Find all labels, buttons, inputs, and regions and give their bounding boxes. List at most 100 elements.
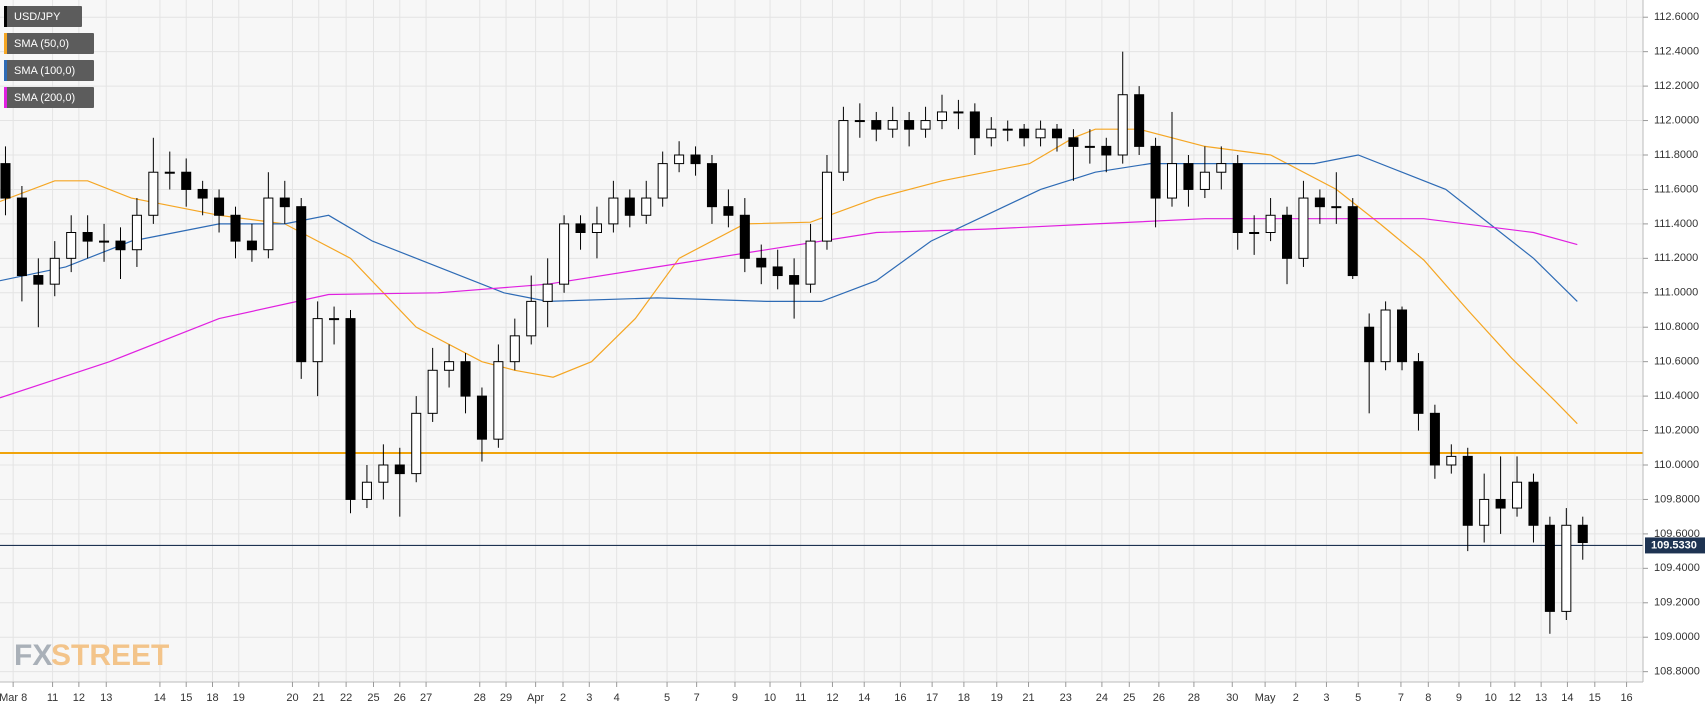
y-tick-label: 111.6000 — [1654, 183, 1698, 195]
x-tick-label: 3 — [1323, 692, 1329, 704]
candle-body — [115, 240, 126, 251]
legend-box — [4, 6, 82, 27]
candle-body — [1561, 524, 1572, 612]
x-tick-label: 18 — [958, 692, 970, 704]
y-tick-label: 112.0000 — [1654, 114, 1699, 126]
x-tick-label: 18 — [206, 692, 218, 704]
current-price-label: 109.5330 — [1651, 539, 1697, 551]
candle-body — [460, 361, 471, 397]
candle-body — [772, 266, 783, 277]
y-tick-label: 110.0000 — [1654, 459, 1699, 471]
candle-body — [641, 197, 652, 216]
y-tick-label: 109.4000 — [1654, 562, 1700, 574]
y-tick-label: 111.4000 — [1654, 218, 1698, 230]
x-tick-label: 9 — [732, 692, 738, 704]
x-tick-label: 14 — [858, 692, 870, 704]
candle-body — [723, 206, 734, 216]
candle-body — [411, 412, 422, 475]
y-tick-label: 108.8000 — [1654, 666, 1700, 678]
legend: USD/JPY SMA (50,0) SMA (100,0) SMA (200,0) — [4, 6, 94, 108]
x-tick-label: 30 — [1226, 692, 1238, 704]
x-tick-label: 26 — [1153, 692, 1165, 704]
candle-body — [1347, 206, 1358, 277]
candle-body — [1084, 145, 1095, 148]
legend-swatch — [4, 87, 7, 108]
x-tick-label: 2 — [1293, 692, 1299, 704]
candle-body — [1265, 214, 1276, 233]
candle-body — [1134, 94, 1145, 147]
x-tick-label: 7 — [694, 692, 700, 704]
x-tick-label: 22 — [340, 692, 352, 704]
x-tick-label: 17 — [926, 692, 938, 704]
candle-body — [969, 111, 980, 139]
sma-line — [0, 154, 1578, 303]
candle-body — [1298, 197, 1309, 259]
x-tick-label: 4 — [614, 692, 620, 704]
y-tick-label: 112.6000 — [1654, 11, 1699, 23]
candle-body — [986, 128, 997, 139]
x-tick-label: May — [1255, 692, 1276, 704]
x-tick-label: 27 — [420, 692, 432, 704]
watermark-street: STREET — [51, 639, 169, 672]
candle-body — [296, 206, 307, 363]
legend-label: SMA (50,0) — [14, 38, 69, 50]
x-tick-label: 28 — [474, 692, 486, 704]
x-tick-label: 20 — [286, 692, 298, 704]
candle-body — [756, 257, 767, 268]
candle-body — [230, 214, 241, 242]
y-tick-label: 112.4000 — [1654, 46, 1699, 58]
legend-swatch — [4, 60, 7, 81]
y-tick-label: 110.2000 — [1654, 424, 1699, 436]
x-tick-label: 7 — [1398, 692, 1404, 704]
candle-body — [394, 464, 405, 475]
candle-body — [1331, 206, 1342, 209]
candle-body — [871, 120, 882, 130]
candle-body — [1528, 481, 1539, 526]
legend-box — [4, 87, 94, 108]
x-tick-label: 11 — [47, 692, 58, 704]
candle-body — [805, 240, 816, 285]
candle-body — [361, 481, 372, 500]
x-tick-label: 28 — [1188, 692, 1200, 704]
watermark: FX STREET — [14, 639, 169, 672]
candle-body — [16, 197, 27, 277]
candle-body — [1314, 197, 1325, 208]
x-tick-label: 5 — [1355, 692, 1361, 704]
x-tick-label: 2 — [560, 692, 566, 704]
candle-body — [920, 120, 931, 130]
y-tick-label: 111.2000 — [1654, 252, 1698, 264]
candle-body — [1101, 145, 1112, 156]
x-tick-label: 14 — [1561, 692, 1573, 704]
candle-body — [1512, 481, 1523, 509]
candle-body — [0, 163, 11, 199]
candle-body — [838, 120, 849, 173]
x-tick-label: 11 — [795, 692, 806, 704]
candle-body — [1429, 412, 1440, 466]
candle-body — [904, 120, 915, 130]
candle-body — [575, 223, 586, 233]
x-tick-label: 15 — [1589, 692, 1601, 704]
grid — [0, 0, 1643, 682]
x-tick-label: 24 — [1096, 692, 1108, 704]
x-tick-label: 13 — [1535, 692, 1547, 704]
legend-swatch — [4, 6, 7, 27]
y-tick-label: 109.8000 — [1654, 493, 1700, 505]
legend-item: SMA (200,0) — [4, 87, 94, 108]
candle-body — [1364, 326, 1375, 363]
candle-body — [164, 171, 175, 174]
candle-body — [427, 369, 438, 414]
candle-body — [197, 188, 208, 199]
candle-body — [887, 120, 898, 130]
legend-item: SMA (100,0) — [4, 60, 94, 81]
x-tick-label: 25 — [1123, 692, 1135, 704]
candle-body — [1232, 163, 1243, 233]
y-tick-label: 109.0000 — [1654, 631, 1700, 643]
candle-body — [624, 197, 635, 216]
legend-label: SMA (100,0) — [14, 65, 75, 77]
candle-body — [706, 163, 717, 208]
candle-body — [542, 283, 553, 302]
x-tick-label: 15 — [180, 692, 192, 704]
x-tick-label: 21 — [1022, 692, 1034, 704]
candle-body — [33, 275, 44, 285]
